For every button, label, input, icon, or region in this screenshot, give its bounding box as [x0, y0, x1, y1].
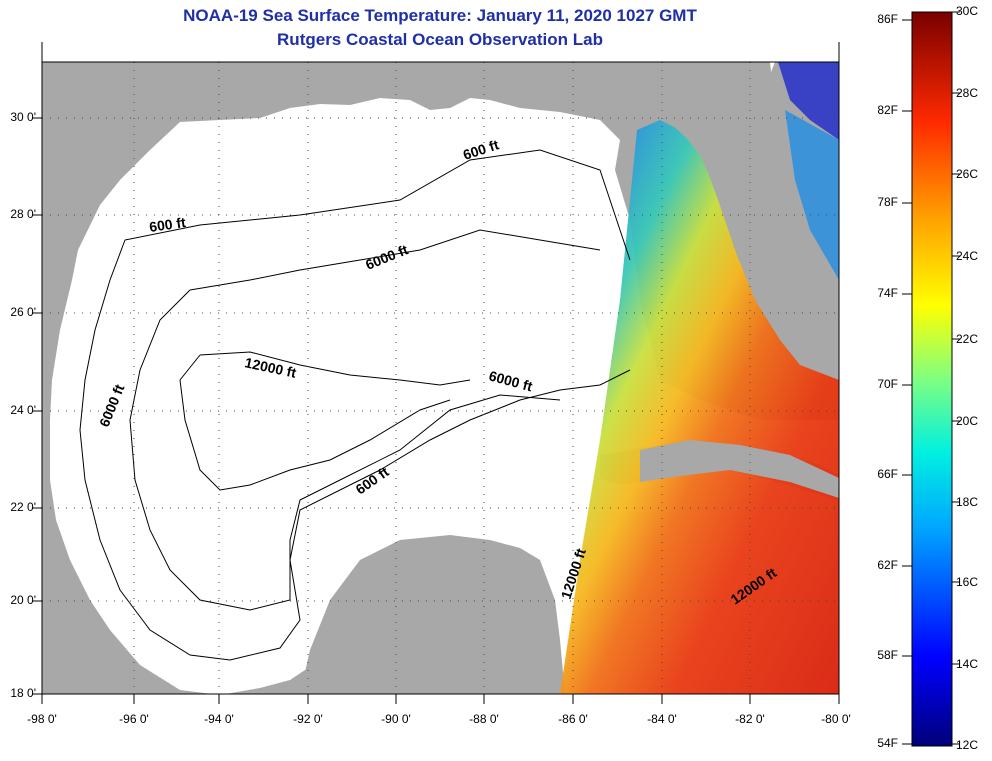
colorbar	[911, 11, 953, 747]
map-frame	[41, 61, 840, 695]
colorbar-c-label: 26C	[956, 167, 979, 181]
lon-tick-label: -90 0'	[381, 712, 411, 726]
colorbar-c-label: 14C	[956, 657, 979, 671]
colorbar-f-label: 82F	[877, 103, 898, 117]
map-subtitle: Rutgers Coastal Ocean Observation Lab	[277, 30, 603, 49]
colorbar-f-label: 58F	[877, 648, 898, 662]
colorbar-f-label: 74F	[877, 286, 898, 300]
lat-tick-label: 26 0'	[10, 305, 36, 319]
lon-tick-label: -88 0'	[469, 712, 499, 726]
lat-tick-label: 22 0'	[10, 500, 36, 514]
colorbar-c-label: 16C	[956, 575, 979, 589]
lon-tick-label: -92 0'	[293, 712, 323, 726]
sst-swath	[560, 120, 839, 694]
colorbar-c-label: 18C	[956, 495, 979, 509]
lat-tick-label: 24 0'	[10, 403, 36, 417]
colorbar-f-label: 66F	[877, 467, 898, 481]
colorbar-f-label: 70F	[877, 377, 898, 391]
lat-tick-label: 20 0'	[10, 593, 36, 607]
colorbar-c-label: 24C	[956, 249, 979, 263]
colorbar-c-label: 30C	[956, 4, 979, 18]
colorbar-f-label: 78F	[877, 195, 898, 209]
colorbar-f-label: 62F	[877, 558, 898, 572]
colorbar-c-label: 28C	[956, 86, 979, 100]
lon-tick-label: -82 0'	[735, 712, 765, 726]
colorbar-c-label: 20C	[956, 414, 979, 428]
colorbar-f-label: 54F	[877, 736, 898, 750]
lat-tick-label: 18 0'	[10, 686, 36, 700]
colorbar-c-label: 22C	[956, 332, 979, 346]
lon-tick-label: -94 0'	[204, 712, 234, 726]
lon-tick-label: -96 0'	[119, 712, 149, 726]
lon-tick-label: -80 0'	[821, 712, 851, 726]
colorbar-c-label: 12C	[956, 738, 979, 752]
map-title: NOAA-19 Sea Surface Temperature: January…	[183, 6, 697, 25]
colorbar-f-label: 86F	[877, 12, 898, 26]
lon-tick-label: -98 0'	[27, 712, 57, 726]
lat-tick-label: 28 0'	[10, 207, 36, 221]
contour-label-west-600: 600 ft	[148, 214, 187, 235]
yucatan-land	[300, 535, 565, 694]
lon-tick-label: -84 0'	[647, 712, 677, 726]
lat-tick-label: 30 0'	[10, 110, 36, 124]
lon-tick-label: -86 0'	[558, 712, 588, 726]
